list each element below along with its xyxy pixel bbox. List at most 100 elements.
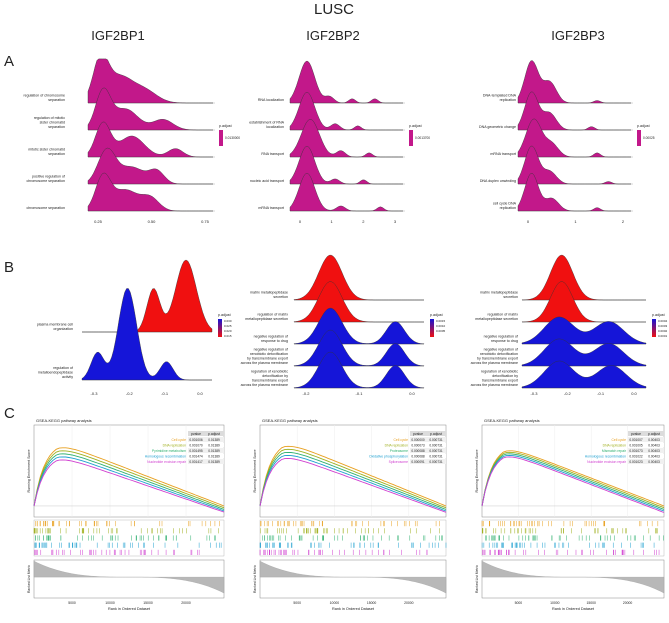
ridge-term-label: metalloendopeptidase <box>38 371 73 375</box>
x-tick-label: 20000 <box>404 601 414 605</box>
rank-metric-area <box>33 560 225 594</box>
x-tick-label: 0 <box>527 219 530 224</box>
legend-value: 0.015 <box>224 334 232 338</box>
table-row-bg <box>410 453 446 459</box>
ridge-term-label: secretion <box>503 295 518 299</box>
table-padjust: 0.000731 <box>429 460 443 464</box>
table-padjust: 0.00403 <box>648 449 660 453</box>
x-tick-label: -0.2 <box>564 391 572 396</box>
ridge-term-label: across the plasma membrane <box>241 361 288 365</box>
enrichment-curve <box>481 456 665 513</box>
ridge-term-label: RNA transport <box>261 152 284 156</box>
table-row-bg <box>410 442 446 448</box>
ridge-term-label: transmembrane export <box>482 379 518 383</box>
ridge-term-label: replication <box>500 98 516 102</box>
ridge-density <box>87 121 213 158</box>
table-padjust: 0.00403 <box>648 460 660 464</box>
ridge-density <box>87 87 213 131</box>
ridge-density <box>81 288 212 381</box>
table-row-bg <box>188 437 224 442</box>
ridge-term-label: RNA localization <box>258 98 284 102</box>
legend-colorbar <box>409 130 413 146</box>
panel-label-a: A <box>4 53 14 70</box>
legend-title: p.adjust <box>219 124 232 128</box>
table-pvalue: 0.001073 <box>629 449 643 453</box>
ridge-term-label: detoxification by <box>492 374 518 378</box>
figure-content: regulation of chromosomeseparationregula… <box>23 58 668 611</box>
table-term: Homologous recombination <box>145 455 186 459</box>
table-row-bg <box>628 453 664 459</box>
x-tick-label: -0.1 <box>161 391 169 396</box>
ridge-density <box>521 338 647 367</box>
ridge-term-label: matrix metallopeptidase <box>250 291 288 295</box>
enrichment-curve <box>259 451 447 510</box>
table-row-bg <box>628 437 664 442</box>
ridge-term-label: negative regulation of <box>484 348 518 352</box>
figure-title: LUSC <box>314 1 354 18</box>
x-tick-label: 2 <box>362 219 365 224</box>
enrichment-curve <box>33 453 225 510</box>
table-pvalue: 0.000000 <box>411 438 425 442</box>
gsea-title: GSEA-KEGG pathway analysis <box>484 418 540 423</box>
column-header-igf2bp3: IGF2BP3 <box>551 28 604 43</box>
ridge-density <box>289 119 403 158</box>
table-term: Cell cycle <box>611 438 626 442</box>
ridge-term-label: secretion <box>273 295 288 299</box>
ridge-term-label: across the plasma membrane <box>241 383 288 387</box>
table-pvalue: 0.000088 <box>411 455 425 459</box>
table-padjust: 0.000731 <box>429 455 443 459</box>
table-pvalue: 0.001495 <box>189 449 203 453</box>
enrichment-curve <box>259 454 447 512</box>
rank-x-label: Rank in Ordered Dataset <box>332 607 375 611</box>
ridge-term-label: metallopeptidase secretion <box>475 317 518 321</box>
table-pvalue: 0.000073 <box>411 444 425 448</box>
x-tick-label: 20000 <box>623 601 633 605</box>
ridge-term-label: xenobiotic detoxification <box>480 352 518 356</box>
ridge-term-label: mRNA transport <box>258 206 284 210</box>
table-term: DNA replication <box>603 444 626 448</box>
legend-value: 0.030 <box>224 319 232 323</box>
table-row-bg <box>188 448 224 453</box>
x-tick-label: 5000 <box>515 601 523 605</box>
x-tick-label: -0.3 <box>531 391 539 396</box>
legend-title: p.adjust <box>430 313 443 317</box>
gsea-title: GSEA-KEGG pathway analysis <box>36 418 92 423</box>
legend-title: p.adjust <box>218 313 231 317</box>
column-header-igf2bp2: IGF2BP2 <box>306 28 359 43</box>
x-tick-label: -0.1 <box>356 391 364 396</box>
legend-title: p.adjust <box>409 124 422 128</box>
enrichment-curve <box>259 457 447 513</box>
table-row-bg <box>410 459 446 464</box>
legend-colorbar <box>219 130 223 146</box>
x-tick-label: 10000 <box>330 601 340 605</box>
x-tick-label: -0.2 <box>126 391 134 396</box>
table-padjust: 0.000731 <box>429 444 443 448</box>
table-term: Mismatch repair <box>602 449 627 453</box>
table-padjust: 0.01389 <box>208 438 220 442</box>
column-header-igf2bp1: IGF2BP1 <box>91 28 144 43</box>
x-tick-label: -0.1 <box>597 391 605 396</box>
ridge-term-label: detoxification by <box>262 374 288 378</box>
table-header-pvalue: pvalue <box>413 432 423 436</box>
es-y-label: Running Enrichment Score <box>27 450 31 493</box>
legend-colorbar <box>430 319 434 337</box>
ridge-term-label: organization <box>53 327 73 331</box>
x-tick-label: 1 <box>574 219 577 224</box>
x-tick-label: 0 <box>299 219 302 224</box>
table-row-bg <box>188 442 224 448</box>
table-term: Homologous recombination <box>585 455 626 459</box>
table-row-bg <box>628 442 664 448</box>
table-term: Pyrimidine metabolism <box>152 449 186 453</box>
legend-value: 0.0003 <box>658 324 668 328</box>
table-term: Spliceosome <box>389 460 409 464</box>
x-tick-label: 15000 <box>367 601 377 605</box>
ridge-density <box>82 259 213 333</box>
ridge-term-label: separation <box>48 125 65 129</box>
legend-value: 0.0005 <box>436 329 446 333</box>
rank-metric-area <box>259 560 447 594</box>
ridge-term-label: matrix metallopeptidase <box>480 291 518 295</box>
table-header-pvalue: pvalue <box>631 432 641 436</box>
x-tick-label: 15000 <box>143 601 153 605</box>
table-header-bg <box>188 431 224 436</box>
ridge-density <box>289 61 403 104</box>
